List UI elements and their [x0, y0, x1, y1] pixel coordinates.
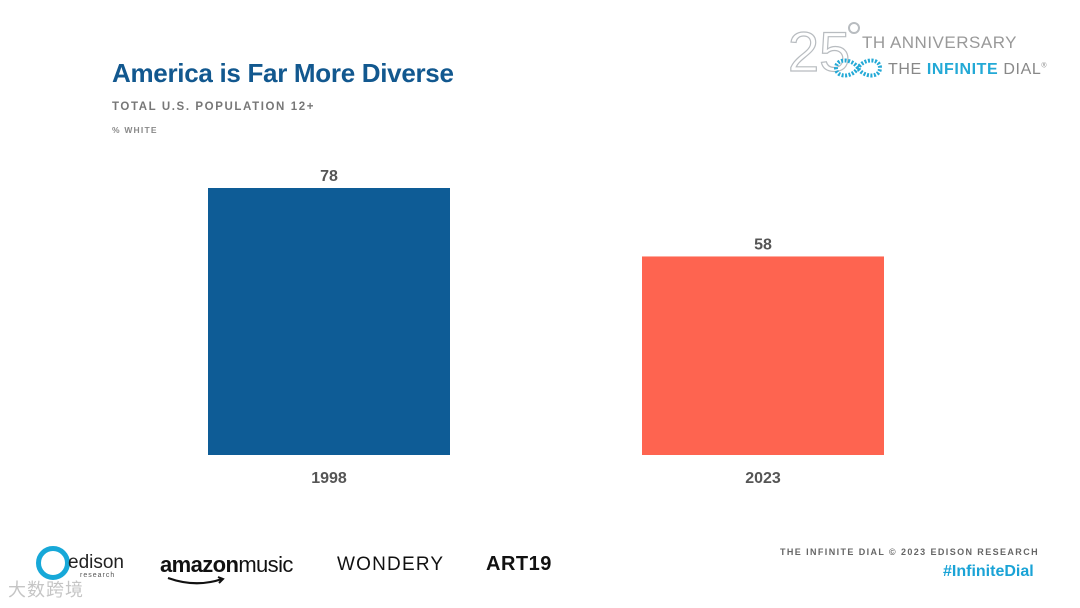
page-title: America is Far More Diverse: [112, 58, 454, 88]
amazon-wordmark: amazon: [160, 552, 239, 577]
edison-research-logo: edison research: [36, 542, 136, 586]
amazon-smile-icon: [167, 576, 225, 585]
dial-suffix: DIAL: [1003, 61, 1042, 78]
infinite-dial-wordmark: THE INFINITE DIAL®: [888, 61, 1047, 79]
anniversary-badge: 25 TH ANNIVERSARY THE INFINITE DIAL®: [787, 20, 1068, 86]
watermark-text: 大数跨境: [8, 580, 84, 600]
infinity-icon: [833, 58, 883, 78]
edison-wordmark: edison: [68, 552, 124, 573]
trademark-symbol: ®: [1041, 62, 1048, 70]
dial-prefix: THE: [888, 61, 922, 78]
chart-measure-label: % WHITE: [112, 125, 158, 135]
chart-subtitle: TOTAL U.S. POPULATION 12+: [112, 101, 316, 113]
music-wordmark: music: [238, 552, 293, 577]
edison-subtext: research: [80, 572, 116, 579]
bar-value-label-1998: 78: [320, 168, 338, 185]
dial-highlight: INFINITE: [926, 61, 999, 78]
edison-circle-icon: [36, 546, 70, 580]
anniversary-number: 25: [787, 20, 851, 83]
bar-1998: [208, 188, 450, 455]
bar-value-label-2023: 58: [754, 236, 772, 253]
x-tick-label-2023: 2023: [745, 470, 781, 487]
bar-2023: [642, 256, 884, 455]
hashtag-link[interactable]: #InfiniteDial: [943, 563, 1034, 580]
degree-ring-icon: [848, 22, 860, 34]
x-tick-label-1998: 1998: [311, 470, 347, 487]
anniversary-label: TH ANNIVERSARY: [862, 33, 1018, 52]
art19-logo: ART19: [486, 553, 552, 575]
wondery-logo: WONDERY: [337, 554, 445, 575]
amazon-music-logo: amazonmusic: [160, 552, 293, 585]
footer-credit: THE INFINITE DIAL © 2023 EDISON RESEARCH: [780, 547, 1040, 557]
